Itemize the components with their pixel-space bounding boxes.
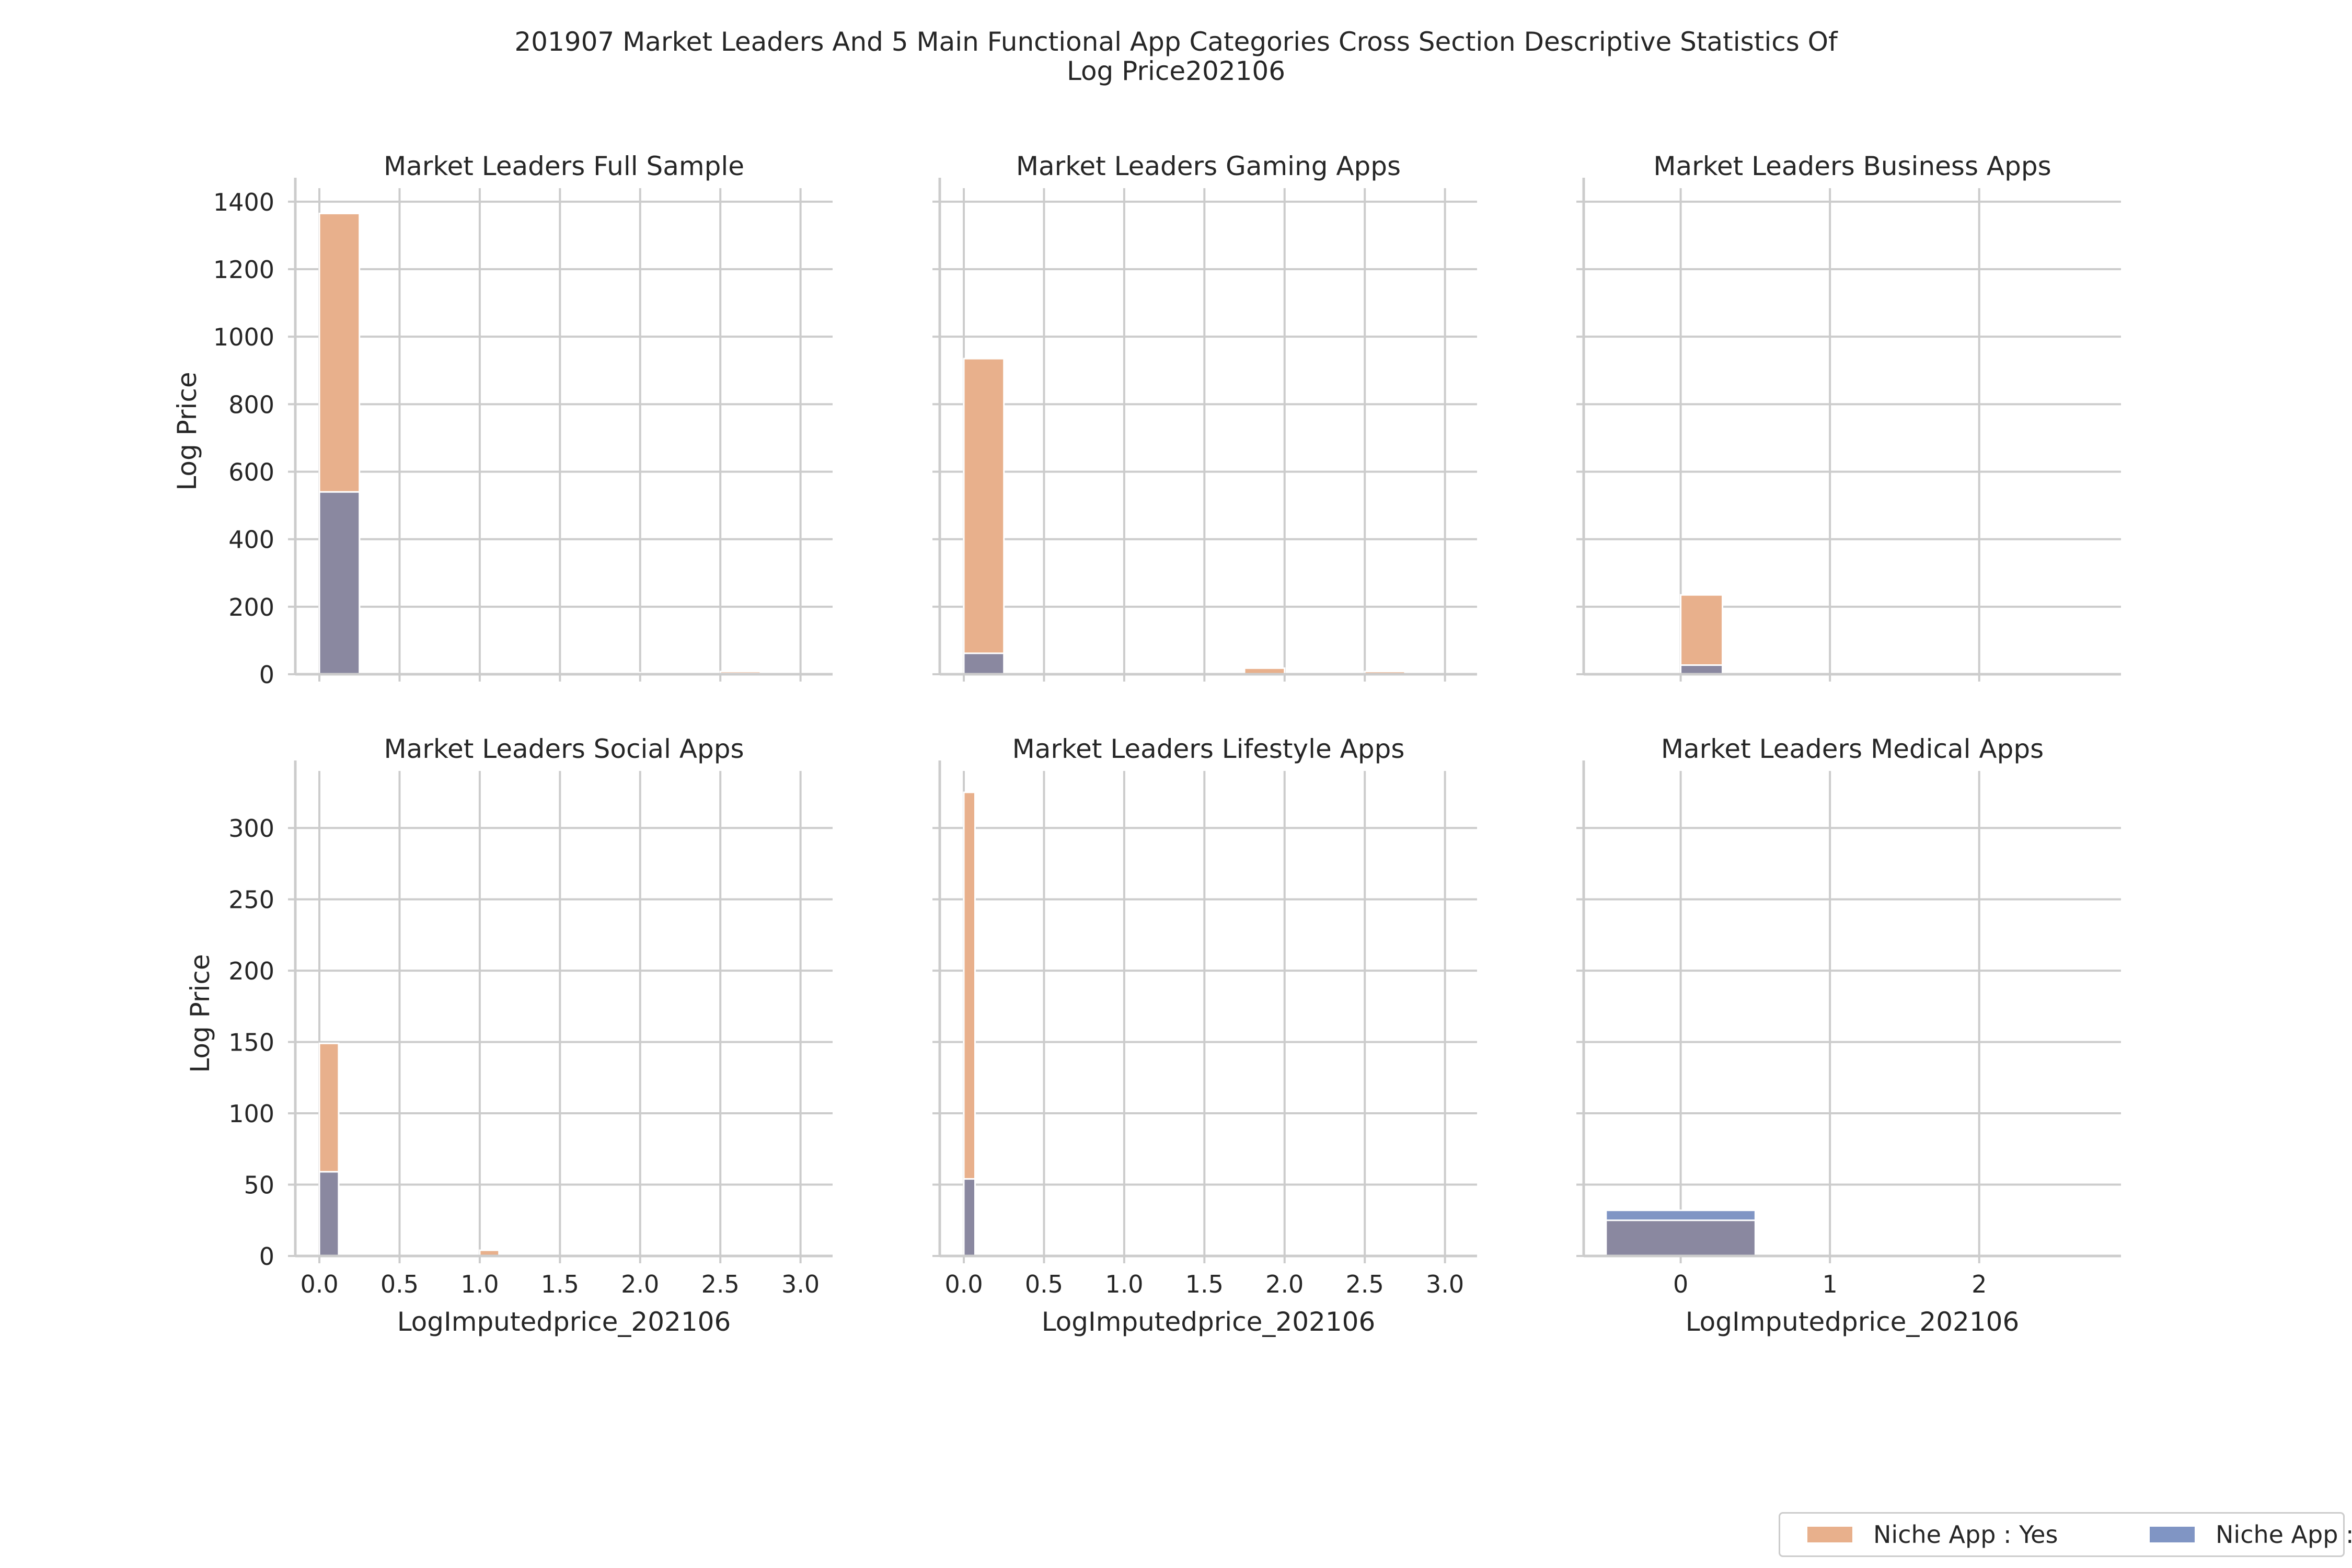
legend-item-yes: Niche App : Yes — [1807, 1514, 2058, 1555]
x-tick-label: 0 — [1673, 1270, 1688, 1298]
panel-2: Market Leaders Gaming Apps — [932, 151, 1477, 682]
bar-overlap — [318, 1171, 340, 1257]
x-tick-label: 1.5 — [541, 1270, 579, 1298]
panel-title: Market Leaders Business Apps — [1653, 151, 2051, 181]
x-axis-label: LogImputedprice_202106 — [397, 1307, 731, 1337]
x-tick-label: 3.0 — [781, 1270, 820, 1298]
y-tick-label: 150 — [228, 1029, 274, 1057]
y-tick-label: 0 — [259, 661, 274, 689]
x-tick-label: 1.0 — [460, 1270, 499, 1298]
y-tick-label: 400 — [228, 526, 274, 554]
x-tick-label: 1.0 — [1105, 1270, 1143, 1298]
y-tick-label: 100 — [228, 1100, 274, 1128]
figure-title-line1: 201907 Market Leaders And 5 Main Functio… — [514, 27, 1838, 57]
y-tick-label: 1200 — [213, 256, 274, 284]
legend-swatch-yes — [1807, 1527, 1852, 1542]
y-tick-label: 300 — [228, 814, 274, 843]
panel-3: Market Leaders Business Apps — [1576, 151, 2121, 682]
x-tick-label: 2 — [1971, 1270, 1987, 1298]
x-tick-label: 0.5 — [381, 1270, 419, 1298]
panel-title: Market Leaders Medical Apps — [1661, 734, 2044, 764]
panel-6: Market Leaders Medical Apps 0 1 2 LogImputed… — [1576, 734, 2121, 1337]
bar-overlap — [963, 1178, 976, 1257]
bar-overlap — [1680, 664, 1724, 675]
legend: Niche App : Yes Niche App : No — [1779, 1512, 2352, 1557]
x-tick-label: 2.0 — [621, 1270, 659, 1298]
y-tick-label: 0 — [259, 1242, 274, 1271]
y-tick-label: 800 — [228, 390, 274, 419]
x-tick-label: 0.0 — [944, 1270, 983, 1298]
legend-item-no: Niche App : No — [2150, 1514, 2352, 1555]
y-tick-label: 200 — [228, 957, 274, 985]
legend-label-yes: Niche App : Yes — [1873, 1520, 2058, 1549]
bar-overlap — [1605, 1219, 1756, 1257]
panel-5: Market Leaders Lifestyle Apps 0.0 0.5 1.0 1.… — [932, 734, 1477, 1337]
x-tick-label: 2.5 — [1346, 1270, 1384, 1298]
x-tick-label: 1 — [1823, 1270, 1838, 1298]
legend-swatch-no — [2150, 1527, 2195, 1542]
panel-1: Market Leaders Full Sample 0 200 400 600 800 1… — [172, 151, 833, 689]
x-tick-label: 0.5 — [1025, 1270, 1063, 1298]
panel-title: Market Leaders Lifestyle Apps — [1012, 734, 1405, 764]
figure-title-line2: Log Price202106 — [1066, 56, 1286, 86]
y-axis-label: Log Price — [172, 372, 202, 490]
panel-title: Market Leaders Social Apps — [384, 734, 744, 764]
y-tick-label: 600 — [228, 458, 274, 487]
x-tick-label: 3.0 — [1426, 1270, 1464, 1298]
x-tick-label: 1.5 — [1185, 1270, 1224, 1298]
x-tick-label: 2.5 — [701, 1270, 740, 1298]
y-tick-label: 50 — [244, 1171, 274, 1200]
x-tick-label: 2.0 — [1265, 1270, 1304, 1298]
y-tick-label: 200 — [228, 593, 274, 621]
bar-niche-yes — [963, 358, 1005, 675]
bar-overlap — [963, 652, 1005, 675]
x-axis-label: LogImputedprice_202106 — [1686, 1307, 2020, 1337]
bar-overlap — [318, 491, 361, 675]
y-axis-label: Log Price — [185, 954, 215, 1073]
x-tick-label: 0.0 — [300, 1270, 338, 1298]
panel-title: Market Leaders Full Sample — [384, 151, 744, 181]
y-tick-label: 1400 — [213, 188, 274, 216]
y-tick-label: 1000 — [213, 323, 274, 351]
legend-label-no: Niche App : No — [2216, 1520, 2352, 1549]
bar-niche-yes — [1680, 594, 1724, 675]
panel-4: Market Leaders Social Apps 0 50 100 150 200 25… — [185, 734, 833, 1337]
y-tick-label: 250 — [228, 886, 274, 914]
x-axis-label: LogImputedprice_202106 — [1042, 1307, 1376, 1337]
panel-title: Market Leaders Gaming Apps — [1016, 151, 1401, 181]
